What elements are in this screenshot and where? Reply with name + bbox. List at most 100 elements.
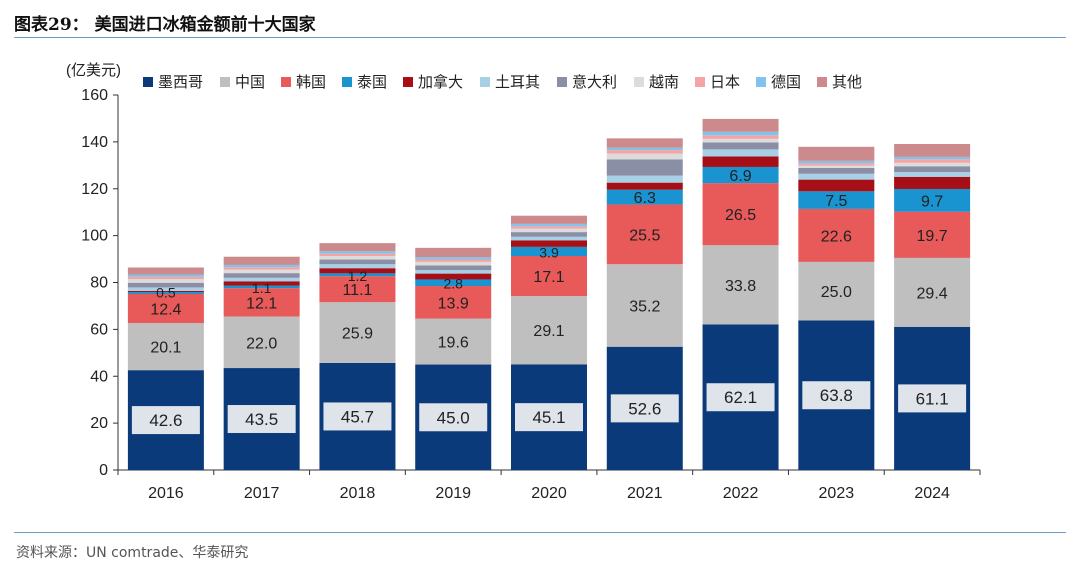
bar-segment [319, 251, 396, 254]
data-label-box [131, 406, 200, 435]
x-tick-label: 2019 [435, 485, 471, 502]
legend-label: 意大利 [572, 73, 617, 91]
bar-segment [702, 131, 779, 136]
bar-segment [511, 296, 587, 365]
data-label: 12.1 [246, 295, 277, 312]
data-label-box [898, 384, 967, 413]
legend-label: 越南 [649, 74, 679, 91]
bar-segment [127, 267, 204, 275]
legend-swatch [403, 77, 413, 87]
x-tick-label: 2016 [148, 485, 184, 502]
bar-segment [223, 277, 300, 282]
legend-label: 其他 [832, 74, 862, 91]
legend-swatch [143, 77, 153, 87]
y-axis-unit-label: (亿美元) [66, 62, 121, 79]
data-label: 9.7 [921, 193, 943, 210]
data-label: 1.1 [252, 280, 272, 296]
data-label: 7.5 [825, 193, 847, 210]
bar-segment [511, 223, 587, 227]
data-label: 61.1 [916, 389, 949, 408]
bar-segment [606, 153, 683, 160]
bar-segment [511, 256, 587, 297]
y-tick-label: 100 [81, 228, 108, 245]
legend: 墨西哥 中国 韩国 泰国 加拿大 土耳其 意大利 越南 日本 德国 其他 [143, 73, 862, 91]
bar-segment [223, 273, 300, 278]
data-label: 25.0 [821, 284, 852, 301]
bar-segment [127, 274, 204, 277]
legend-swatch [281, 77, 291, 87]
bar-segment [127, 290, 204, 293]
bar-segment [606, 147, 683, 151]
data-label-box [323, 402, 392, 431]
bar-segment [415, 261, 492, 266]
x-tick-label: 2017 [244, 485, 280, 502]
bar-segment [798, 160, 875, 164]
data-label: 33.8 [725, 278, 756, 295]
bar-segment [415, 257, 492, 260]
bar-segment [702, 149, 779, 157]
bar-segment [223, 267, 300, 270]
bar-segment [415, 259, 492, 262]
data-label: 43.5 [245, 410, 278, 429]
bar-segment [798, 167, 875, 174]
bar-segment [894, 143, 971, 157]
legend-swatch [634, 77, 644, 87]
data-label: 3.9 [539, 244, 559, 260]
data-label: 45.1 [532, 408, 565, 427]
legend-label: 墨西哥 [158, 74, 203, 91]
data-label-box [610, 394, 679, 423]
data-label: 62.1 [724, 388, 757, 407]
bar-segment [415, 318, 492, 365]
axes: 0 20 40 60 80 100 120 140 160 2016 2017 2018 2019 202… [81, 87, 981, 502]
source-note: 资料来源：UN comtrade、华泰研究 [16, 545, 249, 561]
bar-segment [894, 162, 971, 167]
data-label: 45.0 [437, 408, 470, 427]
data-label: 6.9 [729, 168, 751, 185]
bar-segment [606, 175, 683, 183]
data-label: 19.7 [917, 228, 948, 245]
x-tick-label: 2020 [531, 485, 567, 502]
bar-segment [606, 204, 683, 265]
data-label: 22.6 [821, 228, 852, 245]
y-tick-label: 80 [90, 275, 108, 292]
bar-segment [223, 281, 300, 286]
data-label: 25.5 [629, 227, 660, 244]
bar-segment [127, 323, 204, 371]
bar-segment [415, 265, 492, 271]
x-tick-label: 2024 [914, 485, 950, 502]
data-label: 2.8 [443, 276, 463, 292]
bar-segment [127, 293, 204, 324]
legend-label: 日本 [710, 74, 740, 91]
data-label: 11.1 [342, 282, 372, 299]
data-label: 45.7 [341, 407, 374, 426]
data-label: 20.1 [150, 340, 181, 357]
data-label: 1.2 [348, 268, 368, 284]
legend-swatch [756, 77, 766, 87]
bar-segment [798, 191, 875, 209]
legend-swatch [342, 77, 352, 87]
y-tick-label: 120 [81, 181, 108, 198]
bar-segment [223, 316, 300, 369]
bar-segment [223, 269, 300, 274]
bar-segment [127, 287, 204, 291]
data-label: 35.2 [629, 298, 660, 315]
y-tick-label: 140 [81, 134, 108, 151]
bar-segment [894, 159, 971, 163]
legend-label: 加拿大 [418, 73, 463, 91]
data-label-box [419, 403, 488, 432]
bar-segment [319, 268, 396, 274]
legend-label: 泰国 [357, 74, 387, 91]
bar-segment [798, 179, 875, 192]
y-tick-label: 20 [90, 415, 108, 432]
bar-segment [894, 156, 971, 160]
data-label: 17.1 [533, 269, 564, 286]
bar-segment [319, 264, 396, 269]
bar-segment [798, 208, 875, 262]
bar-segment [319, 273, 396, 277]
footer-divider [14, 532, 1066, 533]
y-tick-label: 40 [90, 368, 108, 385]
bar-segment [606, 189, 683, 205]
bar-segment [511, 236, 587, 241]
data-label: 26.5 [725, 207, 756, 224]
